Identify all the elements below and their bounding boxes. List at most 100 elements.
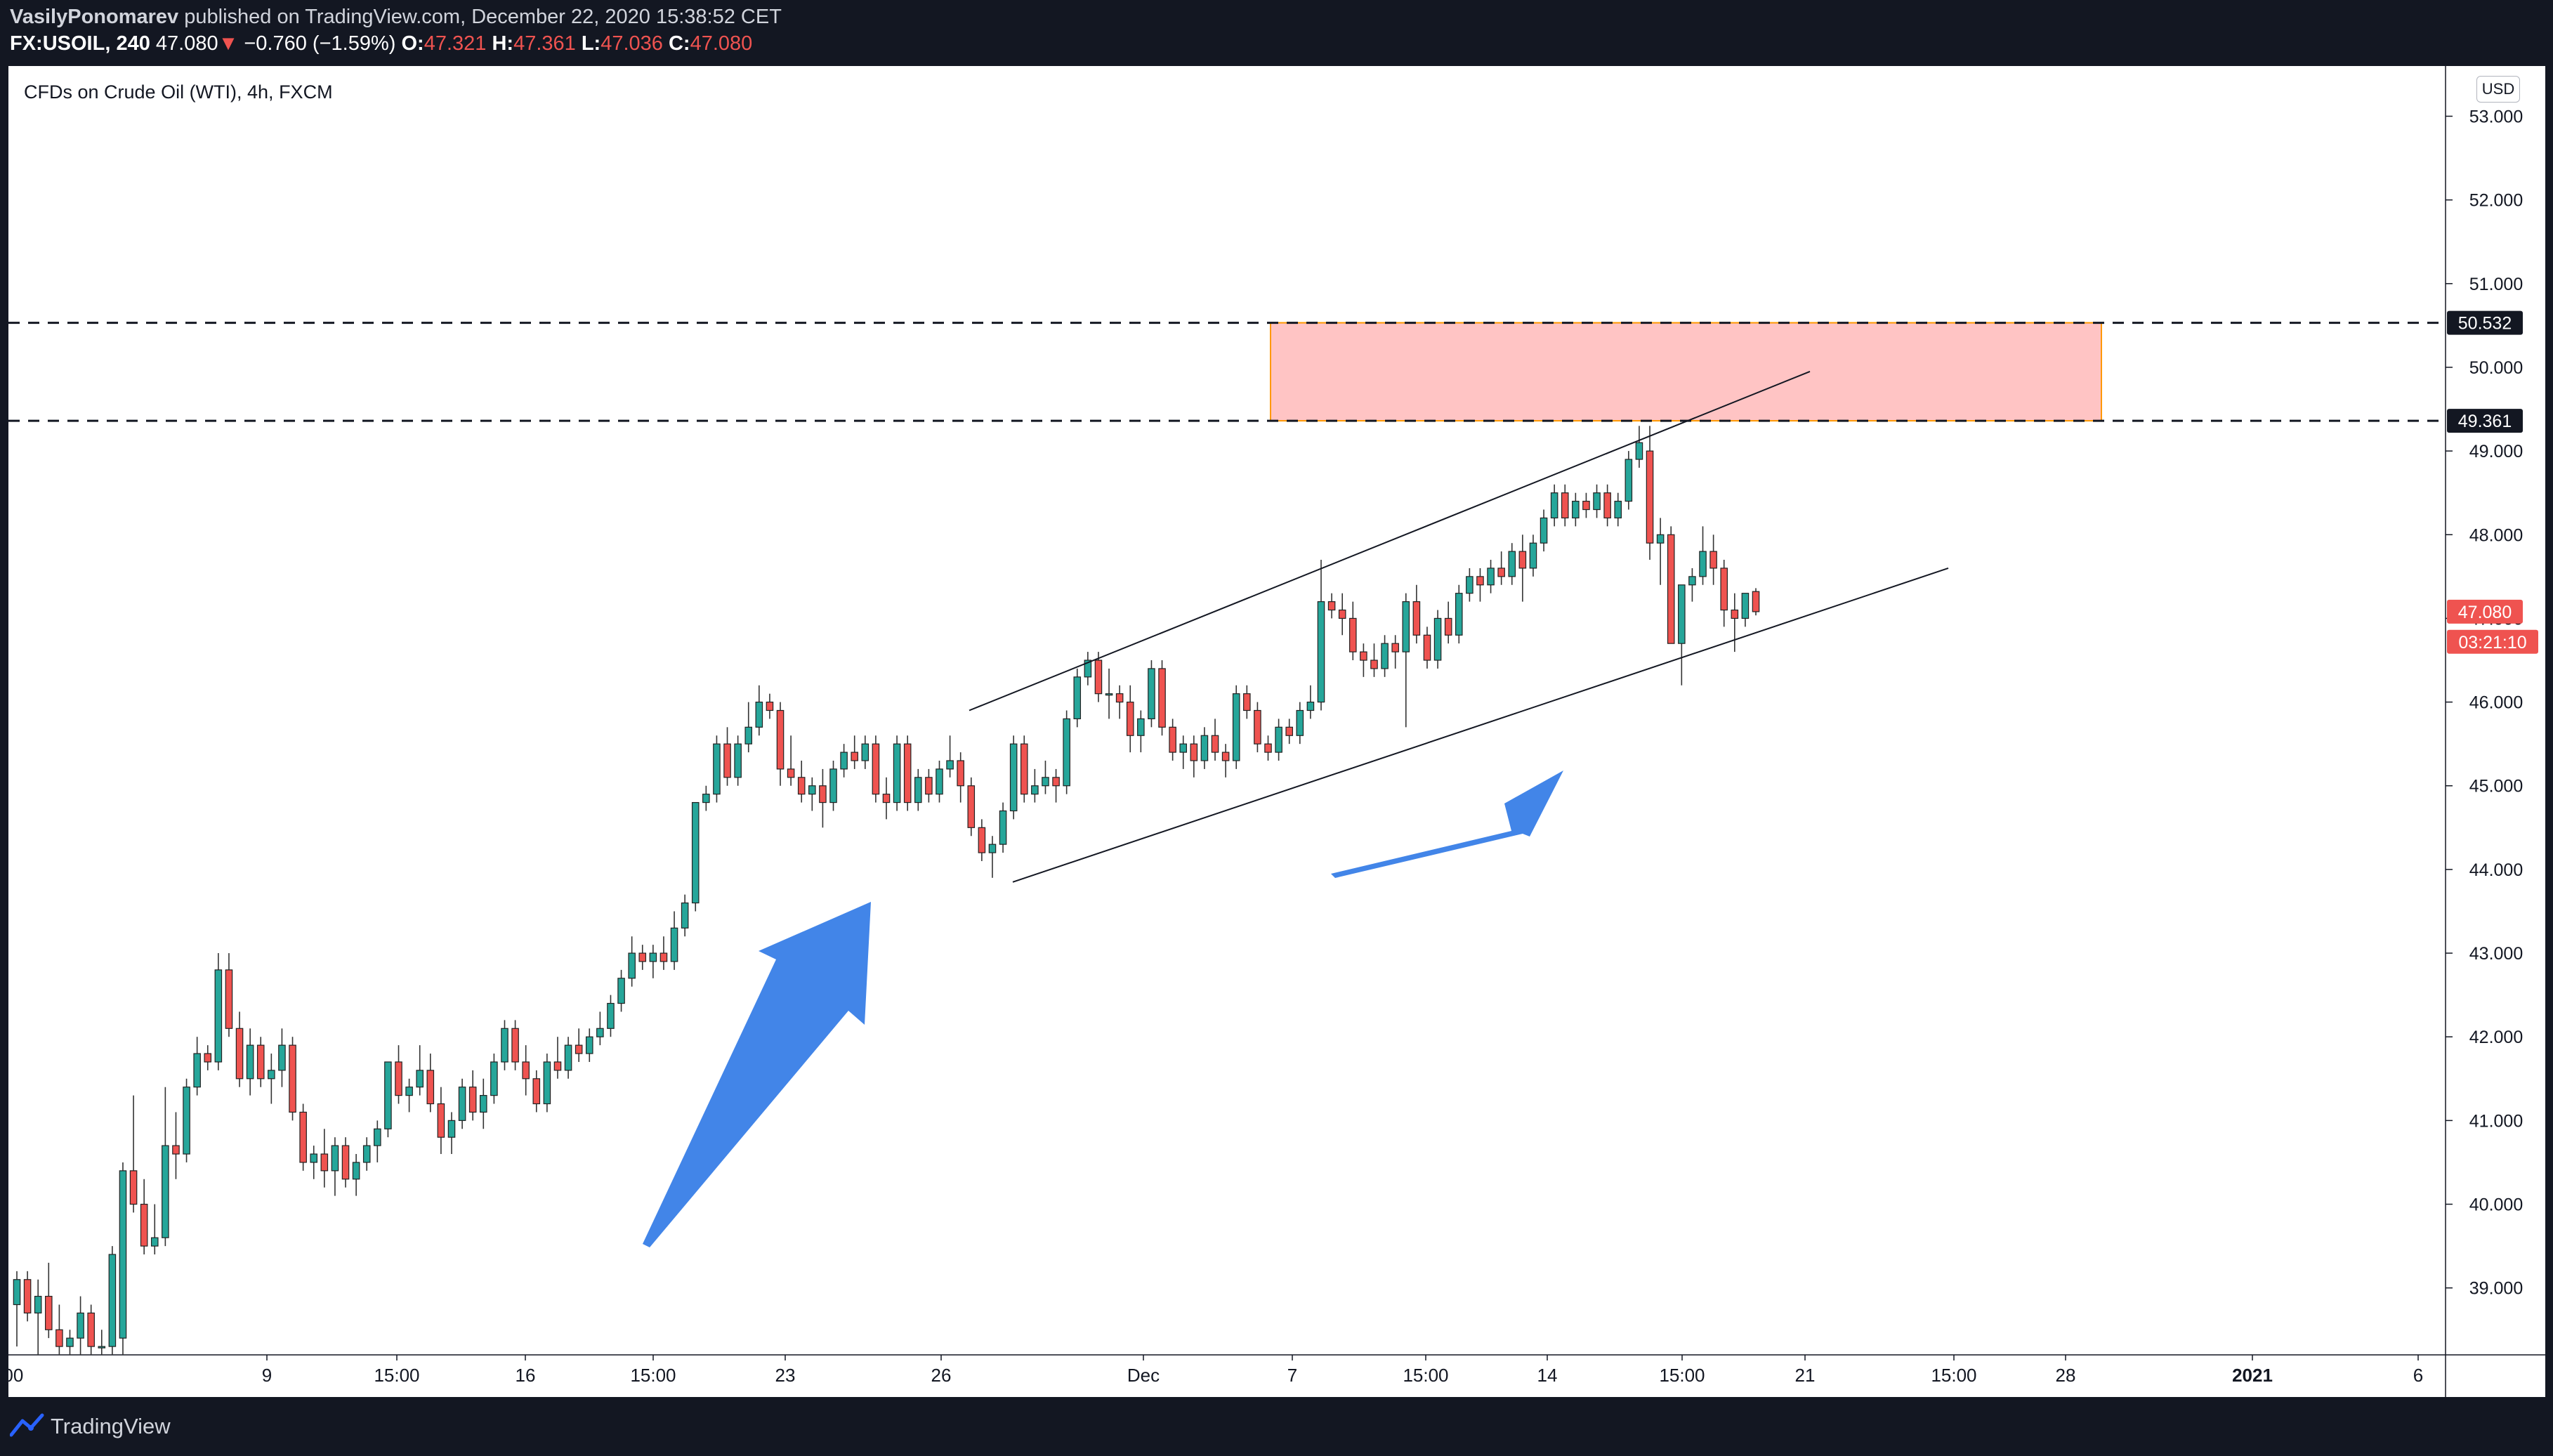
candle-up [946,760,954,770]
candle-down [172,1145,180,1155]
candle-down [1709,551,1717,569]
candle-up [1306,701,1315,711]
candle-down [819,785,827,804]
candle-up [1381,643,1389,669]
candle-up [936,768,943,795]
candle-down [872,743,880,795]
candle-down [1285,726,1293,736]
candle-down [1190,743,1198,761]
price-label-box [2447,409,2523,433]
chart-title: CFDs on Crude Oil (WTI), 4h, FXCM [24,81,333,103]
candle-down [1423,634,1431,661]
candle-up [405,1087,413,1096]
candle-down [1211,735,1219,753]
x-tick-label: 21 [1795,1365,1816,1386]
candle-up [607,1002,615,1029]
candle-down [1254,709,1261,745]
candle-up [1635,442,1643,460]
low-value: 47.036 [600,32,663,55]
candle-up [1529,542,1537,569]
candle-up [808,785,816,795]
candle-down [723,743,731,778]
candle-up [162,1145,169,1238]
x-tick-label: 28 [2056,1365,2076,1386]
channel-lower-line [1012,567,1949,883]
candle-up [310,1153,318,1163]
candle-up [893,743,901,804]
resistance-zone [1270,322,2102,422]
candle-up [596,1028,604,1037]
currency-button[interactable]: USD [2476,76,2520,103]
candle-up [681,902,689,929]
candle-up [490,1061,498,1096]
candle-up [914,777,922,804]
candle-up [480,1095,487,1113]
tradingview-brand[interactable]: TradingView [51,1414,171,1438]
candle-down [1603,492,1611,519]
y-tick-label: 46.000 [2469,693,2523,713]
price-label-box [2447,310,2523,335]
candle-up [1179,743,1188,753]
candle-up [1550,492,1558,519]
price-label-box [2447,629,2538,654]
candle-up [1200,735,1209,761]
candle-down [1020,743,1028,795]
candle-down [1444,617,1452,636]
candle-down [1646,450,1654,544]
candle-down [1264,743,1272,753]
candle-up [988,844,997,853]
candle-up [1699,551,1707,577]
candle-down [797,777,806,795]
candle-up [1031,785,1039,795]
open-value: 47.321 [424,32,487,55]
candle-up [458,1087,466,1121]
price-change: −0.760 (−1.59%) [244,32,396,55]
symbol-name[interactable]: FX:USOIL, 240 [10,32,150,55]
chart-area[interactable]: 53.000 52.000 51.000 50.000 49.000 48.000 47.0… [8,66,2545,1397]
candle-down [1360,651,1367,661]
candle-up [1540,517,1548,544]
candle-up [1317,601,1325,703]
candle-up [1042,777,1049,787]
chart-canvas[interactable]: 53.000 52.000 51.000 50.000 49.000 48.000 47.0… [8,66,2545,1397]
candle-down [967,785,976,828]
candle-up [98,1346,106,1349]
candle-up [374,1128,381,1146]
candle-down [659,952,668,962]
author-link[interactable]: VasilyPonomarev [10,6,179,28]
candle-down [1115,693,1124,703]
candle-up [352,1162,360,1180]
candle-up [77,1312,84,1339]
candle-up [331,1145,339,1172]
candle-up [1508,551,1516,577]
candle-up [1105,693,1113,696]
candle-up [1073,676,1082,720]
candle-down [320,1153,329,1172]
x-tick-label: 15:00 [1403,1365,1448,1386]
y-tick-label: 49.000 [2469,442,2523,461]
candle-down [1052,777,1060,787]
x-tick-label: 15:00 [1659,1365,1705,1386]
candle-up [1593,492,1601,511]
y-tick-label: 41.000 [2469,1111,2523,1131]
candle-up [119,1170,127,1339]
candle-down [341,1145,350,1180]
y-tick-label: 43.000 [2469,944,2523,964]
candle-up [362,1145,371,1163]
close-label: C: [668,32,690,55]
candle-up [840,752,848,770]
candle-down [882,794,891,804]
candle-up [734,743,742,778]
last-price: 47.080 [155,32,218,55]
x-tick-label: 2021 [2232,1365,2273,1386]
low-label: L: [581,32,601,55]
candle-up [1656,534,1665,544]
x-tick-label: 16 [516,1365,536,1386]
close-value: 47.080 [690,32,753,55]
candle-down [1221,752,1230,761]
candle-down [553,1061,562,1071]
down-arrow-icon: ▼ [218,32,239,55]
candle-up [649,952,657,962]
candle-down [766,701,774,711]
candle-up [1275,726,1282,753]
